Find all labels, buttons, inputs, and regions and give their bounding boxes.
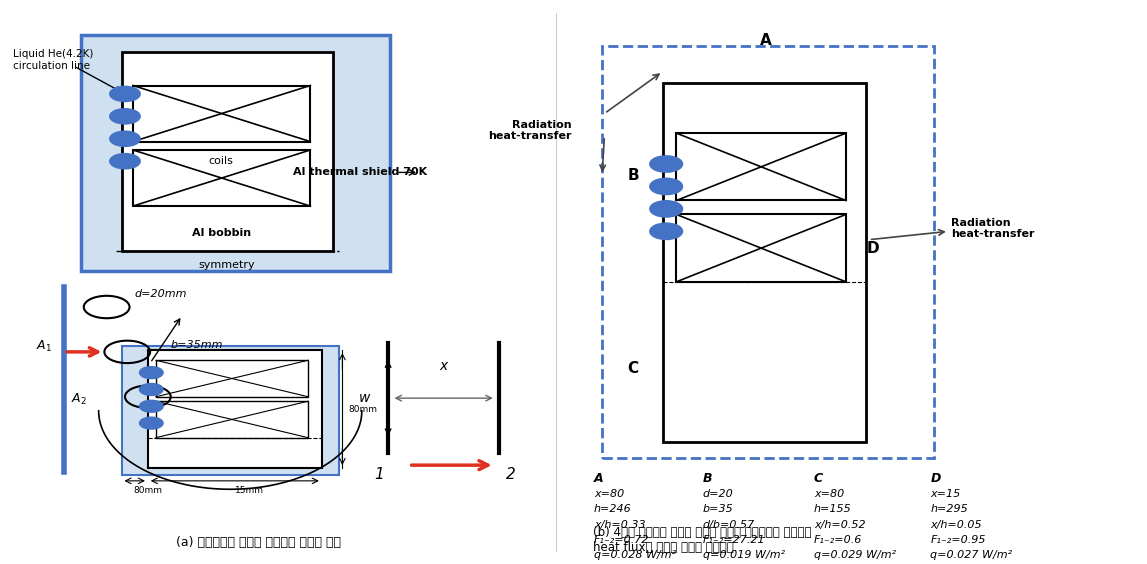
Circle shape [110, 87, 140, 101]
Text: F₁₋₂=0.72: F₁₋₂=0.72 [594, 535, 649, 545]
Circle shape [140, 367, 163, 378]
Bar [133, 150, 311, 206]
Text: (a) 수치해석을 위하여 단순하게 모사된 모형: (a) 수치해석을 위하여 단순하게 모사된 모형 [177, 536, 342, 549]
Circle shape [650, 156, 682, 172]
Text: w: w [359, 391, 369, 405]
Bar [156, 401, 309, 438]
Text: q=0.027 W/m²: q=0.027 W/m² [930, 550, 1013, 560]
Text: d/b=0.57: d/b=0.57 [703, 519, 755, 530]
Text: F₁₋₂=0.95: F₁₋₂=0.95 [930, 535, 986, 545]
Circle shape [650, 223, 682, 239]
Text: B: B [627, 168, 639, 183]
Circle shape [110, 154, 140, 169]
Text: 2: 2 [506, 467, 515, 482]
Text: A: A [594, 473, 603, 486]
Text: F₁₋₂=0.6: F₁₋₂=0.6 [813, 535, 863, 545]
Text: Radiation
heat-transfer: Radiation heat-transfer [487, 120, 571, 141]
Text: D: D [930, 473, 941, 486]
Bar [677, 133, 845, 200]
Text: B: B [703, 473, 712, 486]
Text: q=0.029 W/m²: q=0.029 W/m² [813, 550, 896, 560]
Text: x/h=0.05: x/h=0.05 [930, 519, 982, 530]
Text: b=35: b=35 [703, 504, 734, 514]
Text: C: C [813, 473, 822, 486]
Bar [122, 52, 334, 251]
Circle shape [650, 201, 682, 217]
Text: Al thermal shield 70K: Al thermal shield 70K [294, 168, 428, 178]
Text: d=20: d=20 [703, 489, 734, 499]
Text: Radiation
heat-transfer: Radiation heat-transfer [951, 218, 1035, 239]
Text: b=35mm: b=35mm [171, 340, 224, 350]
Text: q=0.028 W/m²: q=0.028 W/m² [594, 550, 677, 560]
Bar [677, 214, 845, 282]
Text: symmetry: symmetry [198, 261, 255, 271]
Text: (b) 4개의 영역으로 나누어 복사에 의하여 외부로부터 전달되는
heat flux를 각각에 대하여 고려한다.: (b) 4개의 영역으로 나누어 복사에 의하여 외부로부터 전달되는 heat… [593, 526, 811, 554]
Bar [602, 46, 934, 459]
Bar [156, 360, 309, 396]
Circle shape [110, 109, 140, 124]
Text: $A_2$: $A_2$ [71, 392, 87, 407]
Text: C: C [627, 361, 639, 376]
Bar [148, 350, 322, 468]
Text: h=295: h=295 [930, 504, 968, 514]
Text: 80mm: 80mm [133, 487, 162, 495]
Text: F₁₋₂=27.21: F₁₋₂=27.21 [703, 535, 765, 545]
Text: d=20mm: d=20mm [134, 289, 187, 299]
Text: x/h=0.33: x/h=0.33 [594, 519, 646, 530]
Text: 1: 1 [374, 467, 384, 482]
Text: x=15: x=15 [930, 489, 961, 499]
Text: x: x [439, 359, 447, 373]
Circle shape [650, 179, 682, 194]
Bar [663, 83, 866, 442]
Text: Liquid He(4.2K)
circulation line: Liquid He(4.2K) circulation line [13, 50, 93, 71]
Text: h=155: h=155 [813, 504, 851, 514]
Circle shape [140, 417, 163, 429]
Circle shape [140, 400, 163, 412]
Text: 80mm: 80mm [348, 404, 377, 413]
Text: D: D [867, 241, 880, 255]
Bar [133, 86, 311, 142]
Text: Al bobbin: Al bobbin [192, 228, 251, 238]
Text: h=246: h=246 [594, 504, 632, 514]
Bar [122, 346, 338, 475]
Text: A: A [759, 33, 772, 48]
Text: 15mm: 15mm [235, 487, 264, 495]
Text: coils: coils [209, 156, 234, 166]
Text: $A_1$: $A_1$ [36, 339, 52, 354]
Text: x=80: x=80 [813, 489, 844, 499]
Bar [81, 35, 390, 271]
Text: x=80: x=80 [594, 489, 624, 499]
Circle shape [140, 384, 163, 395]
Text: x/h=0.52: x/h=0.52 [813, 519, 866, 530]
Text: q=0.019 W/m²: q=0.019 W/m² [703, 550, 785, 560]
Circle shape [110, 131, 140, 146]
